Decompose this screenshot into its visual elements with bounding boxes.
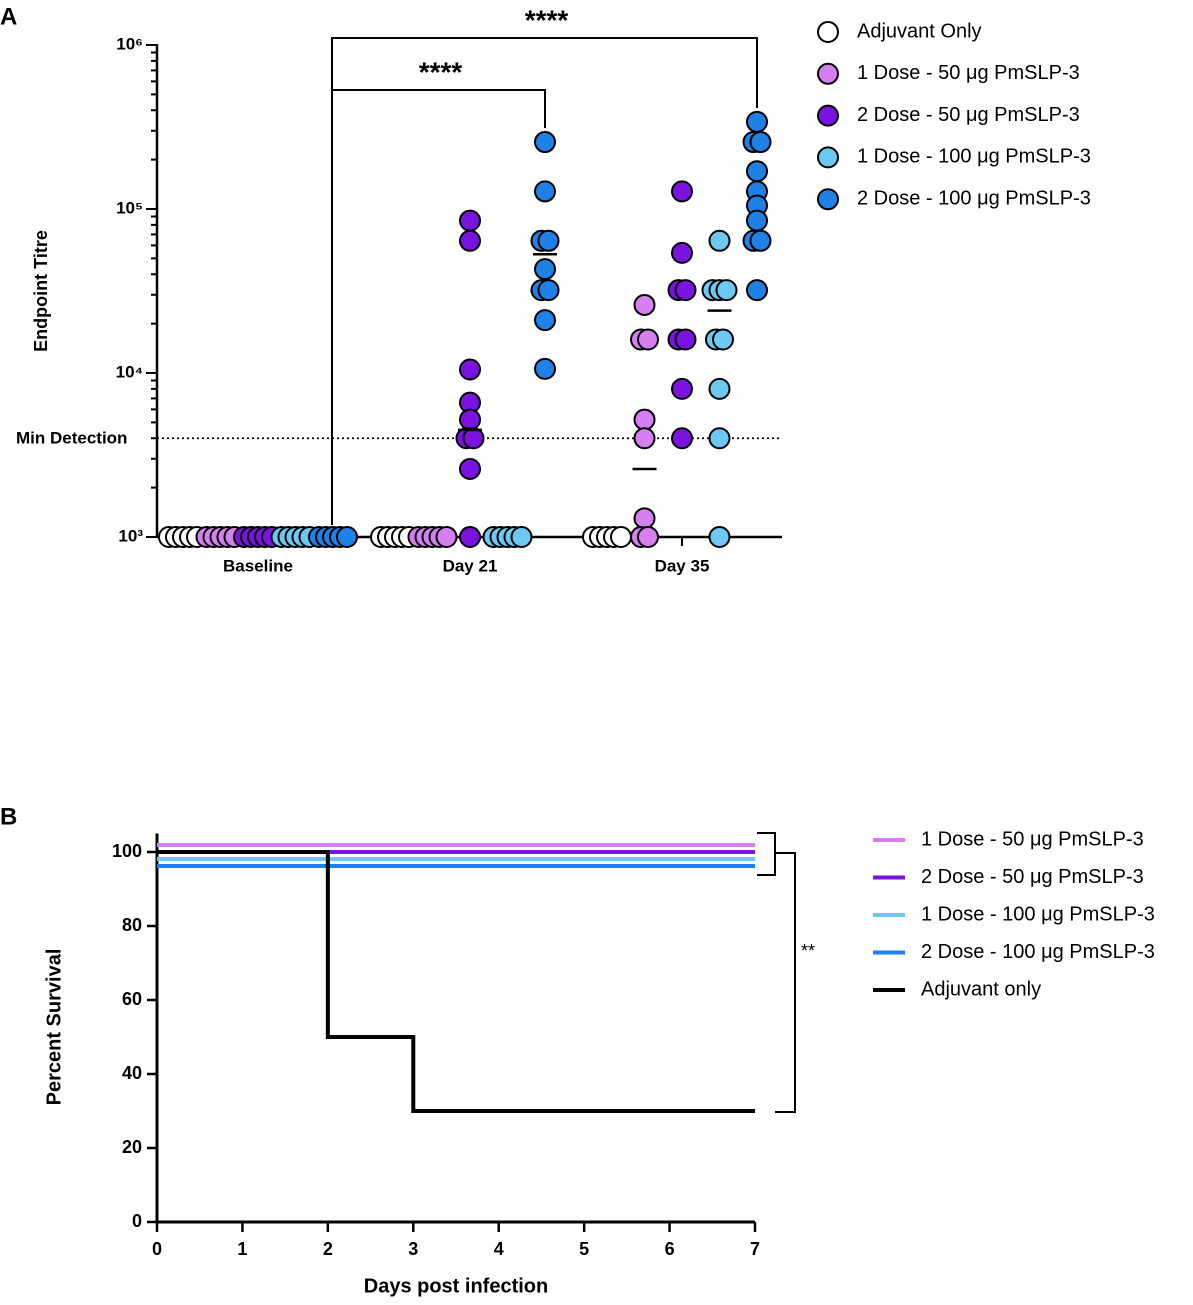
point: [534, 357, 556, 380]
y-tick-label: 80: [122, 915, 142, 935]
point: [534, 258, 556, 281]
point: [435, 526, 458, 548]
point: [637, 328, 659, 351]
point: [746, 209, 768, 232]
y-tick-label: 20: [122, 1137, 142, 1157]
legend-marker: [817, 62, 839, 85]
point: [459, 358, 481, 381]
point: [537, 229, 560, 252]
legend-label: 2 Dose - 100 μg PmSLP-3: [857, 187, 1091, 209]
significance-bracket: [775, 852, 796, 1113]
panel-label: B: [0, 803, 17, 830]
legend-label: 2 Dose - 100 μg PmSLP-3: [921, 941, 1155, 963]
y-tick-label: 40: [122, 1063, 142, 1083]
x-tick-label: 6: [665, 1239, 675, 1259]
panel-label: A: [0, 3, 17, 30]
significance-bracket: [331, 89, 546, 525]
x-axis-label: Days post infection: [364, 1275, 548, 1297]
point: [671, 377, 693, 400]
y-axis-label: Percent Survival: [43, 949, 65, 1106]
point: [708, 377, 731, 400]
x-tick-label: 4: [494, 1239, 504, 1259]
y-tick-label: 10⁴: [116, 362, 143, 381]
significance-bracket: [757, 832, 776, 876]
point: [671, 427, 693, 450]
point: [537, 279, 560, 302]
y-tick-label: 100: [112, 841, 142, 861]
legend-marker: [817, 104, 839, 127]
significance-label: **: [801, 941, 815, 961]
y-tick-label: 10⁶: [116, 34, 143, 53]
point: [534, 131, 556, 154]
point: [459, 209, 481, 232]
point: [610, 526, 632, 548]
point: [746, 160, 768, 183]
legend-label: 1 Dose - 50 μg PmSLP-3: [921, 828, 1144, 850]
point: [534, 180, 556, 203]
legend-label: 2 Dose - 50 μg PmSLP-3: [921, 866, 1144, 888]
legend-marker: [817, 21, 839, 43]
legend-marker: [817, 146, 839, 169]
y-axis-label: Endpoint Titre: [31, 230, 51, 352]
point: [674, 328, 697, 351]
legend-label: Adjuvant Only: [857, 20, 982, 42]
point: [715, 279, 738, 302]
x-tick-label: Baseline: [223, 556, 293, 575]
y-tick-label: 10⁵: [116, 198, 143, 217]
point: [459, 526, 481, 548]
legend-label: 1 Dose - 50 μg PmSLP-3: [857, 62, 1080, 84]
point: [637, 526, 659, 548]
legend-label: 1 Dose - 100 μg PmSLP-3: [857, 146, 1091, 168]
legend-marker: [817, 188, 839, 211]
x-tick-label: 1: [237, 1239, 247, 1259]
survival-line: [157, 850, 755, 1113]
point: [462, 427, 485, 450]
point: [459, 457, 481, 480]
x-tick-label: 2: [323, 1239, 333, 1259]
point: [671, 241, 693, 264]
point: [633, 408, 656, 431]
legend-label: 2 Dose - 50 μg PmSLP-3: [857, 104, 1080, 126]
point: [674, 279, 697, 302]
x-tick-label: 5: [579, 1239, 589, 1259]
x-tick-label: Day 35: [655, 556, 710, 575]
y-tick-label: 60: [122, 989, 142, 1009]
x-tick-label: Day 21: [443, 556, 498, 575]
point: [633, 427, 656, 450]
y-tick-label: 10³: [118, 526, 143, 545]
point: [746, 279, 768, 302]
point: [746, 110, 768, 133]
point: [708, 526, 731, 548]
point: [510, 526, 533, 548]
legend-label: Adjuvant only: [921, 978, 1041, 1000]
point: [336, 526, 358, 548]
point: [633, 293, 656, 316]
y-tick-label: 0: [132, 1211, 142, 1231]
point: [708, 427, 731, 450]
reference-label: Min Detection: [16, 429, 127, 448]
significance-label: ****: [525, 4, 569, 35]
point: [749, 229, 772, 252]
point: [749, 131, 772, 154]
point: [459, 229, 481, 252]
significance-bracket: [331, 37, 758, 525]
point: [712, 328, 734, 351]
x-tick-label: 3: [408, 1239, 418, 1259]
significance-label: ****: [419, 56, 463, 87]
point: [633, 507, 656, 530]
legend-label: 1 Dose - 100 μg PmSLP-3: [921, 903, 1155, 925]
point: [534, 309, 556, 332]
point: [671, 180, 693, 203]
point: [708, 229, 731, 252]
x-tick-label: 7: [750, 1239, 760, 1259]
x-tick-label: 0: [152, 1239, 162, 1259]
point: [459, 408, 481, 431]
